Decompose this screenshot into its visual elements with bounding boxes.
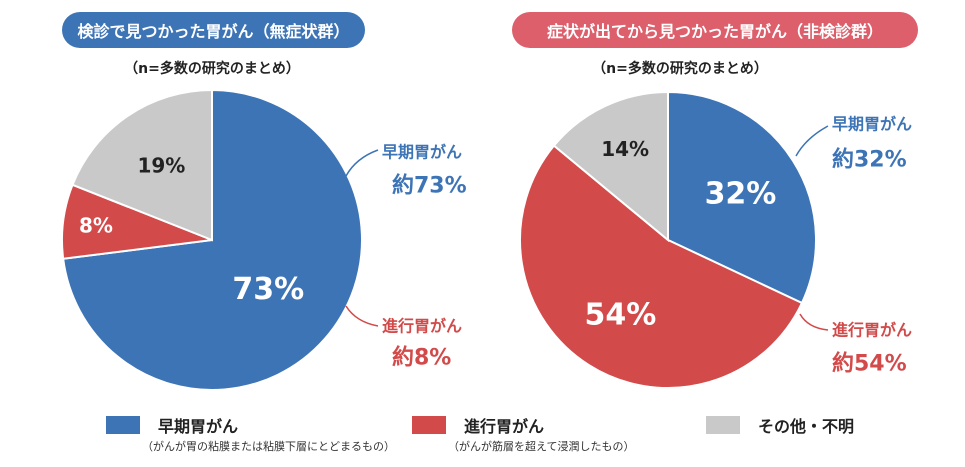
legend-item-advanced: 進行胃がん bbox=[412, 413, 544, 437]
pie2-label-advanced: 54% bbox=[585, 297, 657, 332]
right-callout-early-line bbox=[795, 125, 829, 157]
left-callout-early-name: 早期胃がん bbox=[382, 143, 462, 162]
legend-label-other: その他・不明 bbox=[758, 417, 855, 436]
right-callout-early-value: 約32% bbox=[832, 147, 907, 173]
right-callout-advanced-value: 約54% bbox=[832, 351, 907, 377]
right-callout-early-name: 早期胃がん bbox=[832, 115, 912, 134]
legend-note-early: （がんが胃の粘膜または粘膜下層にとどまるもの） bbox=[142, 440, 395, 453]
legend-label-early: 早期胃がん bbox=[158, 417, 239, 436]
legend-swatch-early bbox=[106, 416, 140, 434]
legend-item-early: 早期胃がん bbox=[106, 413, 238, 437]
left-callout-early-value: 約73% bbox=[392, 173, 467, 199]
left-callout-advanced-name: 進行胃がん bbox=[382, 317, 462, 336]
pie2-slice-other bbox=[552, 90, 669, 243]
left-chart-subtitle: （n=多数の研究のまとめ） bbox=[124, 61, 300, 77]
left-chart-title: 検診で見つかった胃がん（無症状群） bbox=[62, 12, 365, 48]
legend-swatch-advanced bbox=[412, 416, 446, 434]
legend-note-advanced: （がんが筋層を超えて浸潤したもの） bbox=[448, 440, 635, 453]
pie2-slice-advanced bbox=[519, 144, 804, 389]
pie1-label-early: 73% bbox=[232, 272, 304, 307]
pie1-label-advanced: 8% bbox=[79, 213, 113, 237]
pie1-label-other: 19% bbox=[137, 154, 185, 178]
left-callout-advanced-line bbox=[345, 305, 379, 327]
pie2-slice-early bbox=[667, 90, 817, 305]
legend-label-advanced: 進行胃がん bbox=[464, 417, 545, 436]
left-callout-early-line bbox=[345, 149, 379, 177]
pie1-slice-other bbox=[71, 88, 213, 242]
legend-item-other: その他・不明 bbox=[706, 413, 854, 437]
right-callout-advanced-name: 進行胃がん bbox=[832, 321, 912, 340]
right-callout-advanced-line bbox=[799, 313, 829, 331]
pie2-label-early: 32% bbox=[705, 177, 777, 212]
pie2-label-other: 14% bbox=[601, 137, 649, 161]
right-chart-title: 症状が出てから見つかった胃がん（非検診群） bbox=[512, 12, 918, 48]
right-chart-subtitle: （n=多数の研究のまとめ） bbox=[592, 61, 768, 77]
legend-swatch-other bbox=[706, 416, 740, 434]
left-callout-advanced-value: 約8% bbox=[392, 345, 451, 371]
